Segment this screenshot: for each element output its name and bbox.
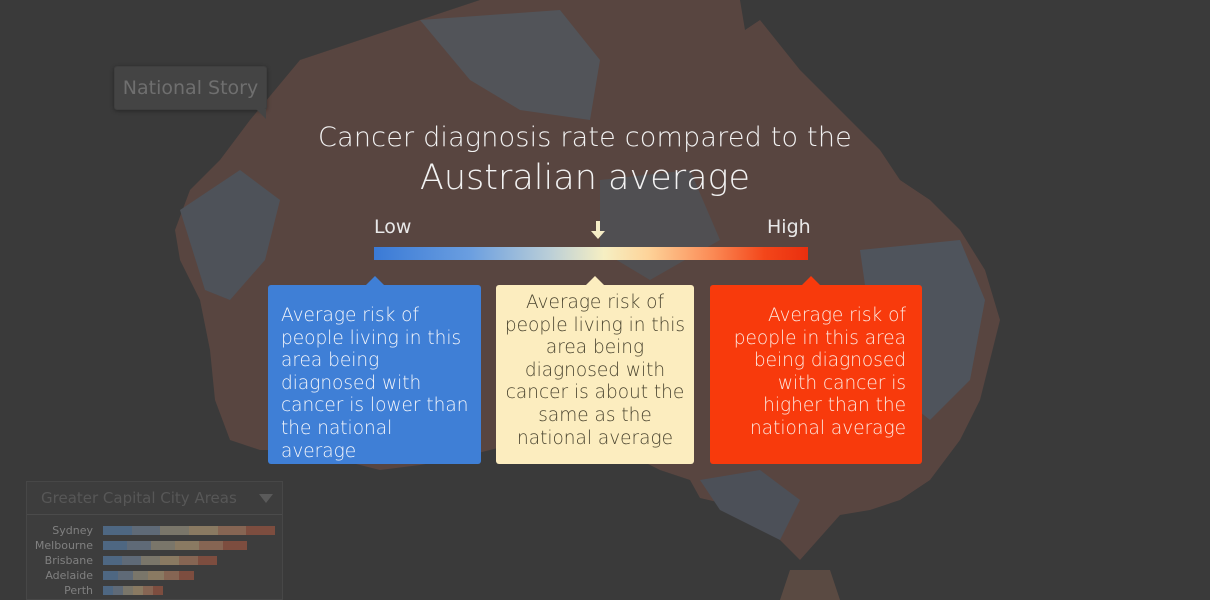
title-line-1: Cancer diagnosis rate compared to the: [318, 122, 852, 153]
capital-city-panel: Greater Capital City Areas Sydney Melbou…: [26, 481, 283, 600]
city-bar-segment: [103, 541, 127, 550]
legend-card-low-text: Average risk of people living in this ar…: [281, 305, 469, 462]
city-bar-segment: [131, 526, 161, 535]
city-bar-segment: [103, 571, 119, 580]
city-bar-segment: [143, 586, 153, 595]
city-bar-segment: [103, 556, 122, 565]
city-bar-segment: [160, 556, 179, 565]
legend-card-low: Average risk of people living in this ar…: [268, 276, 481, 464]
scale-low-label: Low: [374, 216, 412, 238]
city-bar-segment: [199, 541, 223, 550]
city-bar-segment: [223, 541, 247, 550]
city-bar-segment: [118, 571, 134, 580]
title-line-2: Australian average: [419, 158, 751, 198]
legend-card-average-text: Average risk of people living in this ar…: [504, 292, 686, 449]
down-arrow-icon: [591, 221, 605, 239]
city-bar-segment: [113, 586, 123, 595]
city-name-adelaide: Adelaide: [45, 569, 93, 582]
city-bar-segment: [148, 571, 164, 580]
scale-high-label: High: [767, 216, 811, 238]
city-name-perth: Perth: [64, 584, 93, 597]
national-story-button[interactable]: National Story: [114, 66, 267, 119]
city-bar-segment: [127, 541, 151, 550]
city-bar-perth: [103, 586, 163, 595]
city-bar-segment: [178, 571, 194, 580]
card-tip: [366, 276, 384, 285]
button-pointer: [256, 109, 266, 119]
city-bar-segment: [133, 586, 143, 595]
city-bar-segment: [151, 541, 175, 550]
city-bar-segment: [141, 556, 160, 565]
city-bar-sydney: [103, 526, 275, 535]
city-bar-segment: [160, 526, 189, 535]
tasmania-shape: [780, 570, 840, 600]
legend-card-average: Average risk of people living in this ar…: [496, 276, 694, 464]
city-name-brisbane: Brisbane: [44, 554, 93, 567]
color-scale-bar: [374, 247, 808, 260]
legend-card-high: Average risk of people in this area bein…: [710, 276, 922, 464]
city-bar-segment: [133, 571, 149, 580]
city-bar-segment: [103, 586, 113, 595]
city-name-sydney: Sydney: [52, 524, 93, 537]
national-story-label: National Story: [122, 77, 259, 99]
region-south: [700, 470, 800, 540]
card-tip: [586, 276, 604, 285]
city-bar-segment: [103, 526, 132, 535]
city-bar-segment: [123, 586, 133, 595]
city-bar-segment: [198, 556, 217, 565]
city-bar-segment: [153, 586, 163, 595]
city-bar-segment: [246, 526, 275, 535]
city-bar-segment: [217, 526, 247, 535]
city-name-melbourne: Melbourne: [34, 539, 93, 552]
legend-card-high-text: Average risk of people in this area bein…: [733, 305, 906, 439]
city-bar-segment: [175, 541, 199, 550]
city-dropdown[interactable]: Greater Capital City Areas: [27, 482, 282, 515]
city-bar-segment: [122, 556, 141, 565]
region-north: [420, 10, 600, 120]
city-bar-adelaide: [103, 571, 194, 580]
triangle-down-icon: [259, 494, 273, 503]
city-bar-brisbane: [103, 556, 217, 565]
card-tip: [802, 276, 820, 285]
city-bar-melbourne: [103, 541, 247, 550]
city-bar-segment: [179, 556, 198, 565]
city-bar-segment: [163, 571, 179, 580]
city-bar-segment: [188, 526, 218, 535]
region-west: [180, 170, 280, 300]
city-dropdown-label: Greater Capital City Areas: [41, 489, 237, 507]
